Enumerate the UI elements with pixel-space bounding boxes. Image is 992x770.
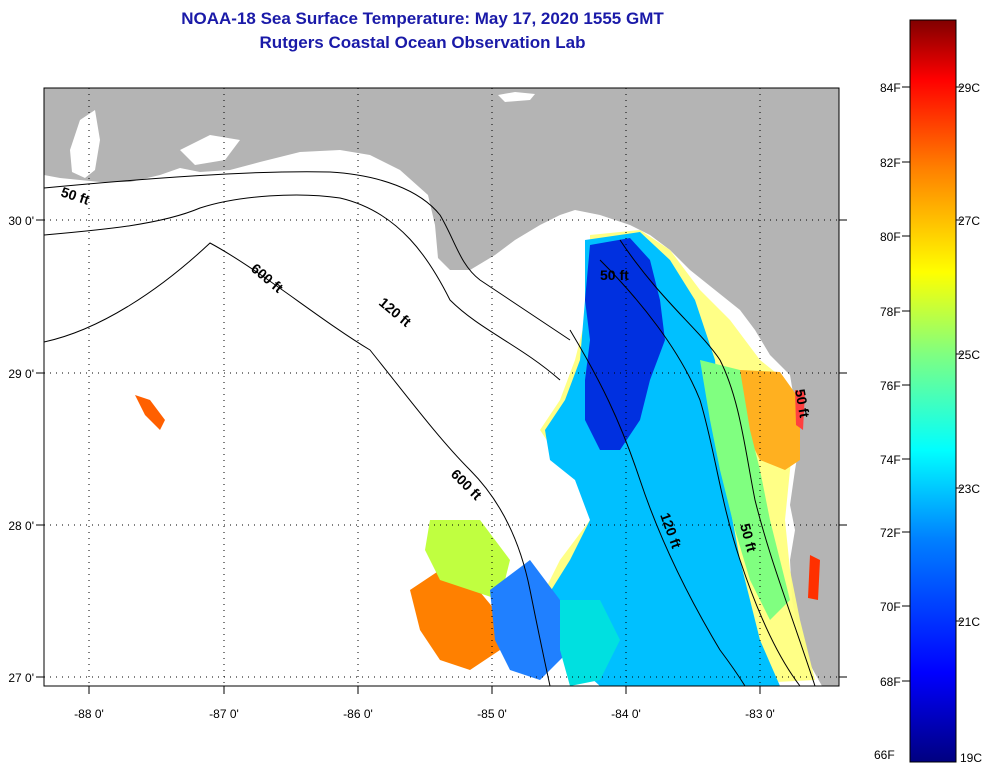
depth-contours xyxy=(44,171,816,686)
depth-label-50ft-bigbend: 50 ft xyxy=(600,267,629,283)
lon-label-88: -88 0' xyxy=(74,707,104,721)
sst-data xyxy=(135,230,820,686)
lat-label-28: 28 0' xyxy=(8,519,34,533)
cb-label-74f: 74F xyxy=(880,453,901,467)
temperature-colorbar xyxy=(909,19,957,763)
bay-inlet xyxy=(180,135,240,165)
cb-label-68f: 68F xyxy=(880,675,901,689)
cb-label-82f: 82F xyxy=(880,156,901,170)
panhandle-bay xyxy=(70,110,100,178)
cb-label-72f: 72F xyxy=(880,526,901,540)
frame-ticks xyxy=(36,219,847,694)
cb-label-84f: 84F xyxy=(880,81,901,95)
cb-label-25c: 25C xyxy=(958,348,980,362)
cb-label-21c: 21C xyxy=(958,615,980,629)
lon-label-85: -85 0' xyxy=(477,707,507,721)
depth-label-50ft-coast: 50 ft xyxy=(792,388,813,419)
colorbar-ticks xyxy=(902,86,963,682)
cb-label-76f: 76F xyxy=(880,379,901,393)
lon-label-87: -87 0' xyxy=(209,707,239,721)
land-mass xyxy=(44,88,839,686)
island xyxy=(498,92,535,102)
cb-label-27c: 27C xyxy=(958,214,980,228)
cb-label-19c: 19C xyxy=(960,751,982,765)
lat-label-27: 27 0' xyxy=(8,671,34,685)
map-title: NOAA-18 Sea Surface Temperature: May 17,… xyxy=(181,9,664,28)
cb-label-78f: 78F xyxy=(880,305,901,319)
map-subtitle: Rutgers Coastal Ocean Observation Lab xyxy=(259,33,586,52)
lat-lon-grid xyxy=(44,88,839,686)
map-frame xyxy=(43,87,840,687)
lon-label-83: -83 0' xyxy=(745,707,775,721)
depth-label-50ft-south: 50 ft xyxy=(737,522,760,554)
lat-label-29: 29 0' xyxy=(8,367,34,381)
lat-label-30: 30 0' xyxy=(8,214,34,228)
cb-label-66f: 66F xyxy=(874,748,895,762)
lon-label-86: -86 0' xyxy=(343,707,373,721)
cb-label-70f: 70F xyxy=(880,600,901,614)
cb-label-80f: 80F xyxy=(880,230,901,244)
cb-label-29c: 29C xyxy=(958,81,980,95)
cb-label-23c: 23C xyxy=(958,482,980,496)
lon-label-84: -84 0' xyxy=(611,707,641,721)
